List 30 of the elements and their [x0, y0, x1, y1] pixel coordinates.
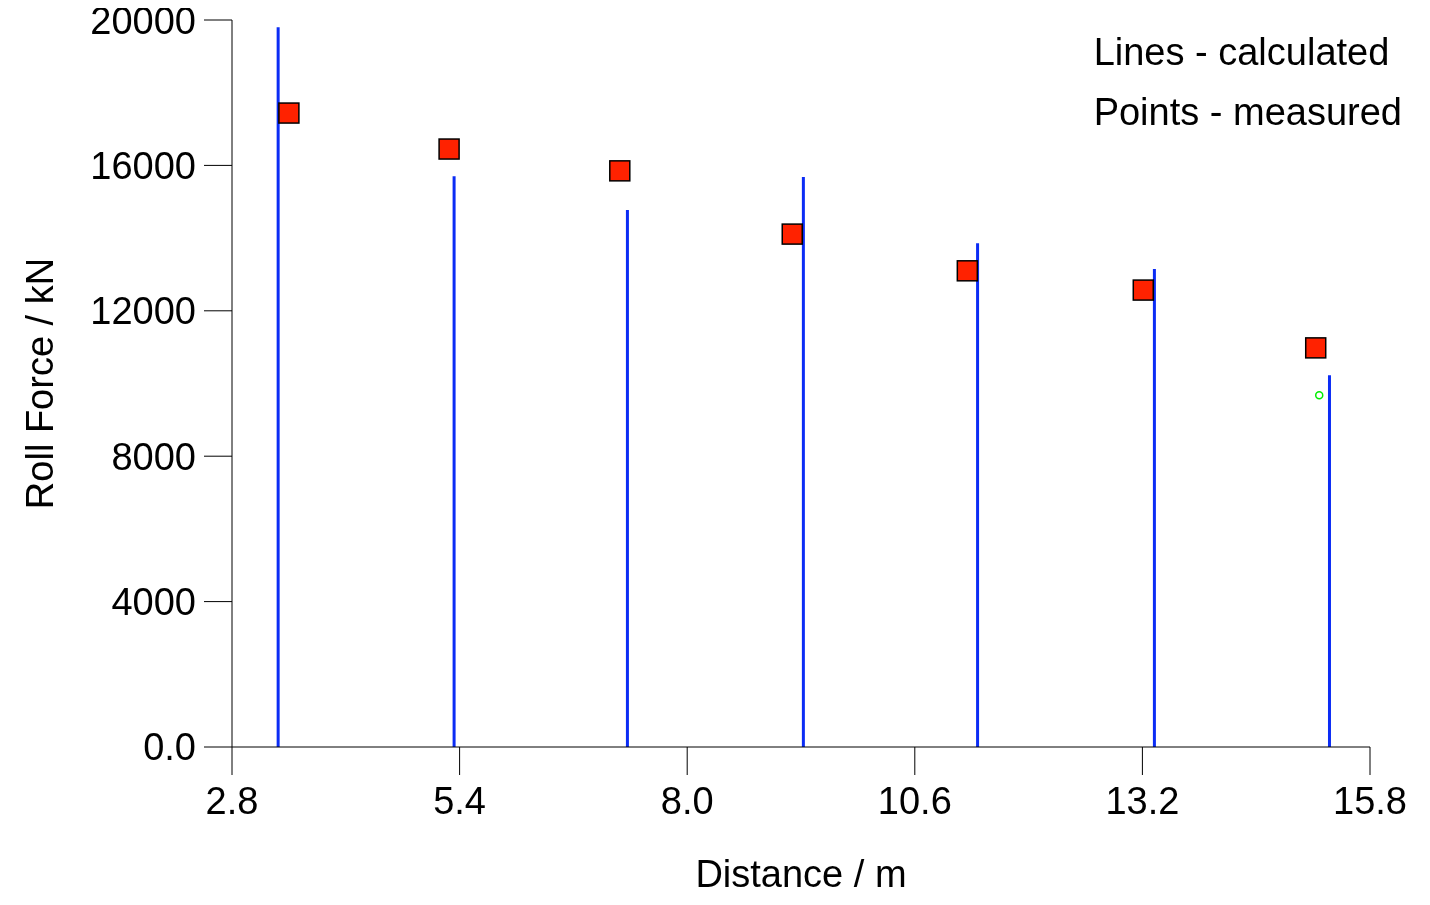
y-tick-label: 12000 — [90, 290, 196, 333]
point — [781, 223, 803, 245]
point — [438, 138, 460, 160]
point — [956, 260, 979, 282]
bar — [1152, 269, 1156, 747]
x-tick-label: 8.0 — [660, 779, 714, 822]
x-tick-label: 10.6 — [877, 779, 952, 822]
point — [1132, 279, 1155, 301]
point — [278, 102, 300, 124]
annotation: Lines - calculated — [1093, 30, 1391, 75]
x-tick-label: 15.8 — [1333, 779, 1407, 822]
y-tick-label: 4000 — [111, 581, 196, 624]
x-tick-label: 2.8 — [205, 779, 259, 822]
bar — [801, 177, 805, 747]
bar — [625, 210, 629, 747]
y-tick-label: 16000 — [90, 144, 196, 187]
bar — [452, 176, 456, 747]
x-tick-label: 5.4 — [433, 779, 487, 822]
annotation: Points - measured — [1093, 90, 1402, 135]
bar — [276, 27, 280, 747]
y-tick-label: 8000 — [111, 435, 196, 478]
point — [609, 160, 631, 182]
point — [1304, 337, 1327, 359]
y-tick-label: 0.0 — [143, 726, 196, 769]
point — [1314, 390, 1324, 400]
y-axis-title: Roll Force / kN — [19, 257, 62, 510]
bar — [976, 243, 980, 747]
x-axis-title: Distance / m — [695, 853, 907, 895]
x-tick-label: 13.2 — [1105, 779, 1180, 822]
bar — [1327, 375, 1331, 747]
